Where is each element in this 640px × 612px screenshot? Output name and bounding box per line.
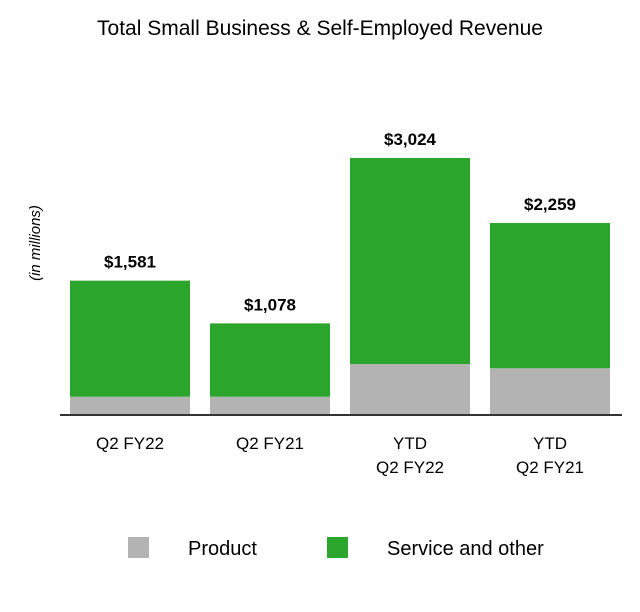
bar-service-and-other-4	[490, 223, 610, 369]
bar-service-and-other-2	[210, 323, 330, 397]
chart-title: Total Small Business & Self-Employed Rev…	[97, 17, 543, 40]
bar-service-and-other-1	[70, 280, 190, 397]
x-tick-label-4-line-2: Q2 FY21	[516, 458, 584, 477]
total-label-1: $1,581	[104, 253, 156, 272]
total-label-4: $2,259	[524, 195, 576, 214]
legend-swatch-product	[128, 537, 149, 558]
total-label-2: $1,078	[244, 295, 296, 314]
bar-service-and-other-3	[350, 158, 470, 365]
legend-swatch-service-and-other	[327, 537, 348, 558]
bar-product-4	[490, 368, 610, 415]
legend: Product Service and other	[128, 537, 544, 560]
y-axis-label: (in millions)	[27, 205, 44, 281]
legend-label-product: Product	[188, 538, 257, 560]
x-tick-label-1-line-1: Q2 FY22	[96, 434, 164, 453]
legend-label-service-and-other: Service and other	[387, 538, 544, 560]
x-tick-label-3-line-1: YTD	[393, 434, 427, 453]
bars-group: $1,581 $1,078 $3,024 $2,259	[70, 130, 610, 415]
x-tick-labels: Q2 FY22 Q2 FY21 YTD Q2 FY22 YTD Q2 FY21	[96, 434, 584, 477]
bar-product-2	[210, 396, 330, 415]
total-label-3: $3,024	[384, 130, 437, 149]
x-tick-label-2-line-1: Q2 FY21	[236, 434, 304, 453]
x-tick-label-4-line-1: YTD	[533, 434, 567, 453]
x-tick-label-3-line-2: Q2 FY22	[376, 458, 444, 477]
bar-product-3	[350, 364, 470, 415]
bar-product-1	[70, 396, 190, 415]
